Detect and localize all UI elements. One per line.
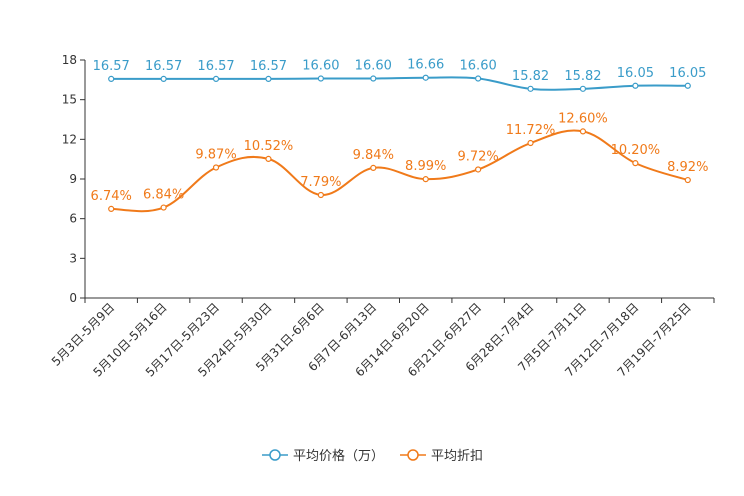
data-label: 16.05 bbox=[617, 66, 654, 81]
legend-item: 平均折扣 bbox=[400, 449, 483, 464]
data-label: 12.60% bbox=[558, 111, 608, 126]
legend: 平均价格（万） 平均折扣 bbox=[262, 448, 483, 464]
data-point bbox=[370, 75, 377, 82]
data-point bbox=[317, 75, 324, 82]
data-point bbox=[370, 164, 377, 171]
data-label: 8.92% bbox=[667, 160, 708, 175]
data-label: 16.66 bbox=[407, 58, 444, 73]
data-label: 16.57 bbox=[93, 59, 130, 74]
series-layer: 16.57 16.57 16.57 16.57 16.60 16.60 16.66 16.60… bbox=[91, 58, 708, 213]
data-label: 9.72% bbox=[457, 149, 498, 164]
data-label: 10.20% bbox=[611, 143, 661, 158]
data-point bbox=[684, 176, 691, 184]
legend-label: 平均价格（万） bbox=[293, 448, 384, 464]
y-tick-label: 15 bbox=[62, 93, 77, 107]
data-point bbox=[632, 82, 639, 89]
y-tick-label: 3 bbox=[69, 251, 77, 265]
data-label: 11.72% bbox=[506, 123, 556, 138]
data-label: 16.57 bbox=[145, 59, 182, 74]
legend-marker bbox=[269, 449, 281, 461]
legend-item: 平均价格（万） bbox=[262, 448, 384, 464]
series-line bbox=[111, 76, 688, 91]
data-label: 10.52% bbox=[244, 139, 294, 154]
series-1: 16.57 16.57 16.57 16.57 16.60 16.60 16.66 16.60… bbox=[93, 58, 706, 92]
data-label: 7.79% bbox=[300, 175, 341, 190]
data-point bbox=[684, 82, 691, 89]
data-point bbox=[475, 166, 482, 173]
data-point bbox=[160, 204, 167, 211]
data-point bbox=[579, 85, 587, 92]
data-label: 6.74% bbox=[91, 189, 132, 204]
data-point bbox=[212, 75, 220, 83]
data-point bbox=[265, 155, 272, 163]
data-label: 16.60 bbox=[302, 59, 339, 74]
legend-label: 平均折扣 bbox=[431, 449, 483, 464]
y-tick-label: 9 bbox=[69, 172, 77, 186]
data-point bbox=[265, 75, 272, 83]
data-label: 8.99% bbox=[405, 159, 446, 174]
data-point bbox=[527, 139, 534, 147]
data-label: 16.60 bbox=[355, 59, 392, 74]
data-point bbox=[527, 85, 534, 92]
data-label: 16.60 bbox=[460, 59, 497, 74]
series-line bbox=[111, 129, 689, 213]
data-point bbox=[422, 74, 429, 81]
data-point bbox=[317, 191, 324, 199]
y-tick-label: 12 bbox=[62, 132, 77, 146]
data-label: 15.82 bbox=[564, 69, 601, 84]
data-label: 6.84% bbox=[143, 188, 184, 203]
y-tick-label: 18 bbox=[62, 53, 77, 67]
data-label: 16.57 bbox=[250, 59, 287, 74]
data-point bbox=[160, 75, 167, 83]
data-label: 9.87% bbox=[195, 147, 236, 162]
data-label: 9.84% bbox=[353, 148, 394, 163]
legend-marker bbox=[407, 449, 419, 461]
data-point bbox=[632, 160, 639, 167]
y-tick-label: 6 bbox=[69, 212, 77, 226]
data-point bbox=[475, 75, 482, 82]
data-point bbox=[422, 176, 429, 183]
series-2: 6.74% 6.84% 9.87% 10.52% 7.79% 9.84% 8.99% 9.72… bbox=[91, 111, 708, 213]
data-point bbox=[579, 128, 587, 135]
data-label: 15.82 bbox=[512, 69, 549, 84]
data-point bbox=[212, 164, 220, 171]
y-tick-label: 0 bbox=[69, 291, 77, 305]
data-label: 16.57 bbox=[197, 59, 234, 74]
data-point bbox=[108, 75, 115, 83]
data-label: 16.05 bbox=[669, 66, 706, 81]
axes: 03691215185月3日-5月9日5月10日-5月16日5月17日-5月23… bbox=[49, 53, 715, 380]
data-point bbox=[108, 205, 115, 212]
